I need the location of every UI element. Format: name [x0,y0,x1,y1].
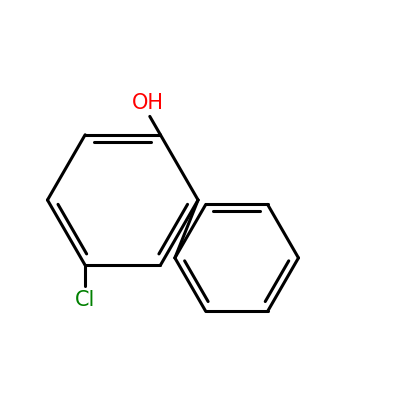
Text: Cl: Cl [75,290,95,310]
Text: OH: OH [132,92,164,112]
